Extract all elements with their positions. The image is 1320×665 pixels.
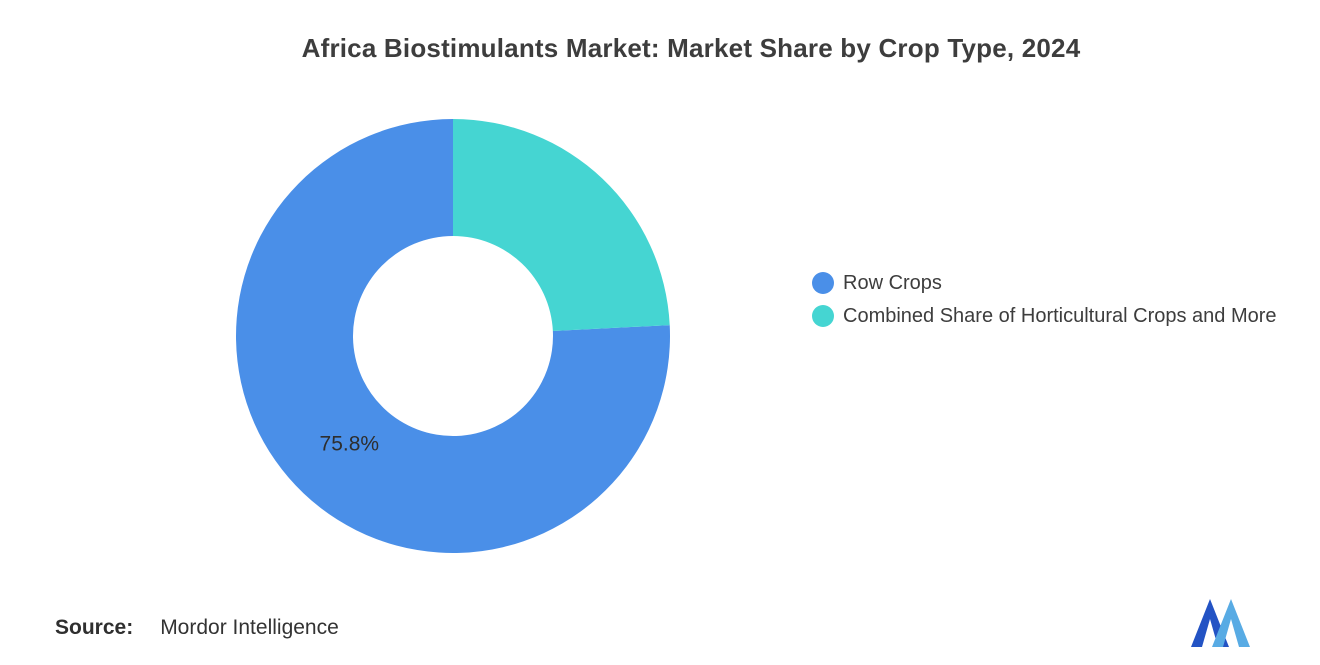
source-row: Source: Mordor Intelligence [55,616,339,640]
logo-right-peak-icon [1212,599,1250,647]
legend-item-horticultural-crops: Combined Share of Horticultural Crops an… [812,301,1290,331]
legend-swatch-row-crops [812,272,834,294]
donut-slice-row-crops [236,119,671,553]
legend-item-row-crops: Row Crops [812,268,1290,298]
chart-title: Africa Biostimulants Market: Market Shar… [301,33,1081,63]
donut-chart: 75.8% [236,118,671,553]
legend: Row Crops Combined Share of Horticultura… [812,268,1290,331]
legend-swatch-horticultural-crops [812,305,834,327]
source-label: Source: [55,616,134,639]
legend-label-horticultural-crops: Combined Share of Horticultural Crops an… [843,305,1277,327]
mordor-intelligence-logo [1191,599,1250,647]
donut-slice-combined-share-of-horticultural-crops-and-more [453,118,670,331]
slice-value-label-row-crops: 75.8% [320,433,380,456]
source-value: Mordor Intelligence [160,616,339,639]
legend-label-row-crops: Row Crops [843,272,942,294]
